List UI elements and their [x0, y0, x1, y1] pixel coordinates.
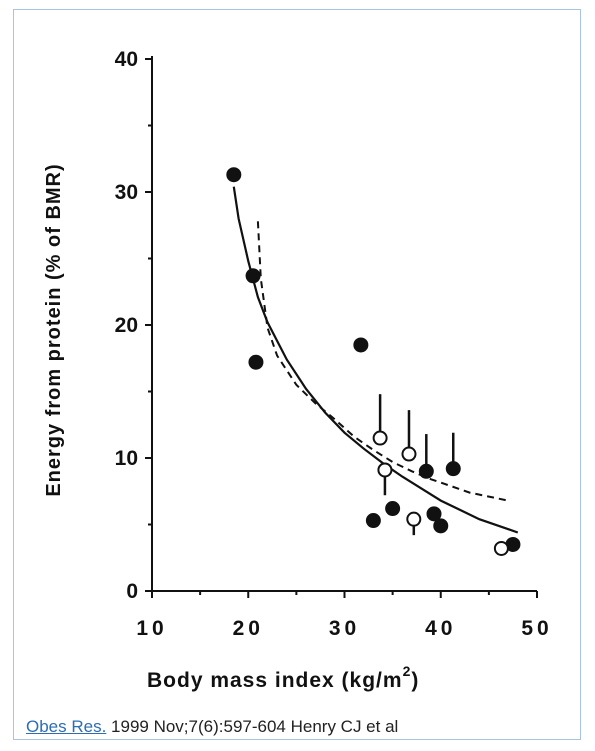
y-tick-label: 20: [115, 314, 138, 337]
y-tick-label: 10: [115, 447, 138, 470]
data-point-filled: [245, 268, 261, 284]
x-axis-label-main: Body mass index (kg/m: [147, 669, 403, 692]
x-tick-label: 20: [233, 617, 264, 640]
citation-text: 1999 Nov;7(6):597-604 Henry CJ et al: [106, 717, 399, 736]
data-point-open: [401, 446, 417, 462]
axis-labels: Energy from protein (% of BMR) Body mass…: [43, 163, 419, 692]
fit-curve-solid: [232, 186, 519, 534]
x-axis-label-close: ): [411, 669, 419, 692]
data-point-filled: [505, 536, 521, 552]
data-point-filled: [426, 506, 442, 522]
x-tick-label: 40: [425, 617, 456, 640]
fit-curve-dashed: [256, 221, 509, 502]
data-point-open: [493, 540, 509, 556]
data-point-filled: [248, 354, 264, 370]
data-point-open: [377, 462, 393, 478]
data-point-filled: [445, 461, 461, 477]
citation-caption: Obes Res. 1999 Nov;7(6):597-604 Henry CJ…: [26, 717, 398, 737]
x-tick-label: 50: [521, 617, 552, 640]
data-point-filled: [365, 513, 381, 529]
x-tick-label: 30: [329, 617, 360, 640]
x-tick-label: 10: [136, 617, 167, 640]
data-point-filled: [353, 337, 369, 353]
axes: 0 10 20 30 40 10 20 30 40 50: [115, 48, 552, 640]
journal-link[interactable]: Obes Res.: [26, 717, 107, 736]
data-point-open: [372, 430, 388, 446]
y-tick-label: 40: [115, 48, 138, 71]
x-axis-label: Body mass index (kg/m2): [147, 663, 419, 692]
fit-curves: [232, 186, 519, 534]
data-point-filled: [433, 518, 449, 534]
y-axis-label: Energy from protein (% of BMR): [43, 163, 65, 496]
data-point-filled: [226, 167, 242, 183]
data-point-filled: [385, 501, 401, 517]
data-point-filled: [418, 463, 434, 479]
y-tick-label: 0: [126, 580, 138, 603]
data-point-open: [406, 511, 422, 527]
x-axis-label-superscript: 2: [403, 663, 412, 679]
y-tick-label: 30: [115, 181, 138, 204]
data-points: [226, 167, 521, 556]
